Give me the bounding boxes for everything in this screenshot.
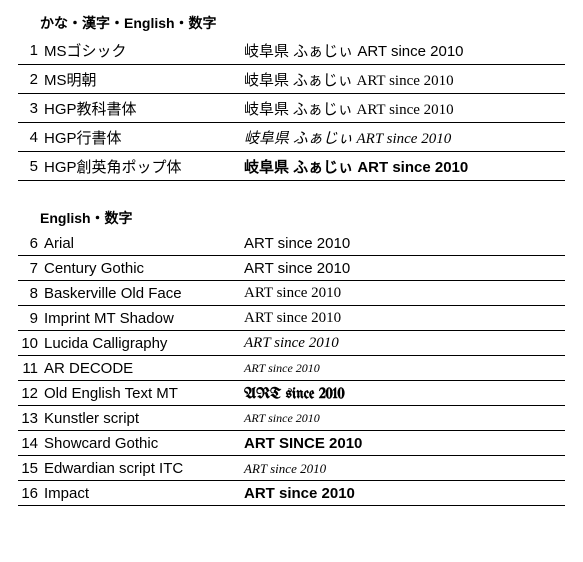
table-row: 7Century GothicART since 2010 <box>18 256 565 281</box>
row-number: 10 <box>18 331 42 356</box>
font-name: Imprint MT Shadow <box>42 306 242 331</box>
font-name: MS明朝 <box>42 65 242 94</box>
font-sample: 岐阜県 ふぁじぃ ART since 2010 <box>242 94 565 123</box>
row-number: 2 <box>18 65 42 94</box>
table-row: 14Showcard GothicART SINCE 2010 <box>18 431 565 456</box>
font-sample: ART since 2010 <box>242 331 565 356</box>
font-sample: 岐阜県 ふぁじぃ ART since 2010 <box>242 123 565 152</box>
font-sample: ART since 2010 <box>242 381 565 406</box>
font-name: HGP教科書体 <box>42 94 242 123</box>
row-number: 8 <box>18 281 42 306</box>
table-row: 9Imprint MT ShadowART since 2010 <box>18 306 565 331</box>
row-number: 16 <box>18 481 42 506</box>
font-sample: ART since 2010 <box>242 456 565 481</box>
font-name: Lucida Calligraphy <box>42 331 242 356</box>
row-number: 14 <box>18 431 42 456</box>
font-name: MSゴシック <box>42 36 242 65</box>
row-number: 15 <box>18 456 42 481</box>
font-name: HGP創英角ポップ体 <box>42 152 242 181</box>
table-row: 6ArialART since 2010 <box>18 231 565 256</box>
table-row: 4HGP行書体岐阜県 ふぁじぃ ART since 2010 <box>18 123 565 152</box>
font-sample: ART since 2010 <box>242 281 565 306</box>
row-number: 11 <box>18 356 42 381</box>
table-row: 1MSゴシック岐阜県 ふぁじぃ ART since 2010 <box>18 36 565 65</box>
font-table: 6ArialART since 20107Century GothicART s… <box>18 231 565 506</box>
row-number: 4 <box>18 123 42 152</box>
row-number: 13 <box>18 406 42 431</box>
font-sample: ART SINCE 2010 <box>242 431 565 456</box>
font-sample: ART since 2010 <box>242 356 565 381</box>
font-name: Century Gothic <box>42 256 242 281</box>
row-number: 12 <box>18 381 42 406</box>
font-name: Arial <box>42 231 242 256</box>
table-row: 3HGP教科書体岐阜県 ふぁじぃ ART since 2010 <box>18 94 565 123</box>
font-sample: ART since 2010 <box>242 406 565 431</box>
table-row: 8Baskerville Old FaceART since 2010 <box>18 281 565 306</box>
row-number: 5 <box>18 152 42 181</box>
row-number: 1 <box>18 36 42 65</box>
section-header: かな・漢字・English・数字 <box>18 10 565 36</box>
table-row: 11AR DECODEART since 2010 <box>18 356 565 381</box>
font-sample: ART since 2010 <box>242 231 565 256</box>
font-sample: 岐阜県 ふぁじぃ ART since 2010 <box>242 65 565 94</box>
font-name: HGP行書体 <box>42 123 242 152</box>
font-sample: 岐阜県 ふぁじぃ ART since 2010 <box>242 36 565 65</box>
font-name: Baskerville Old Face <box>42 281 242 306</box>
font-name: AR DECODE <box>42 356 242 381</box>
row-number: 9 <box>18 306 42 331</box>
section-gap <box>18 181 565 205</box>
font-name: Edwardian script ITC <box>42 456 242 481</box>
table-row: 13Kunstler scriptART since 2010 <box>18 406 565 431</box>
font-table: 1MSゴシック岐阜県 ふぁじぃ ART since 20102MS明朝岐阜県 ふ… <box>18 36 565 181</box>
table-row: 12Old English Text MTART since 2010 <box>18 381 565 406</box>
row-number: 3 <box>18 94 42 123</box>
section-header: English・数字 <box>18 205 565 231</box>
font-sample: ART since 2010 <box>242 306 565 331</box>
table-row: 10Lucida CalligraphyART since 2010 <box>18 331 565 356</box>
font-sample-table: かな・漢字・English・数字1MSゴシック岐阜県 ふぁじぃ ART sinc… <box>18 10 565 506</box>
table-row: 16ImpactART since 2010 <box>18 481 565 506</box>
table-row: 2MS明朝岐阜県 ふぁじぃ ART since 2010 <box>18 65 565 94</box>
font-name: Old English Text MT <box>42 381 242 406</box>
font-name: Impact <box>42 481 242 506</box>
font-sample: 岐阜県 ふぁじぃ ART since 2010 <box>242 152 565 181</box>
table-row: 15Edwardian script ITCART since 2010 <box>18 456 565 481</box>
font-sample: ART since 2010 <box>242 481 565 506</box>
table-row: 5HGP創英角ポップ体岐阜県 ふぁじぃ ART since 2010 <box>18 152 565 181</box>
row-number: 6 <box>18 231 42 256</box>
row-number: 7 <box>18 256 42 281</box>
font-name: Showcard Gothic <box>42 431 242 456</box>
font-sample: ART since 2010 <box>242 256 565 281</box>
font-name: Kunstler script <box>42 406 242 431</box>
